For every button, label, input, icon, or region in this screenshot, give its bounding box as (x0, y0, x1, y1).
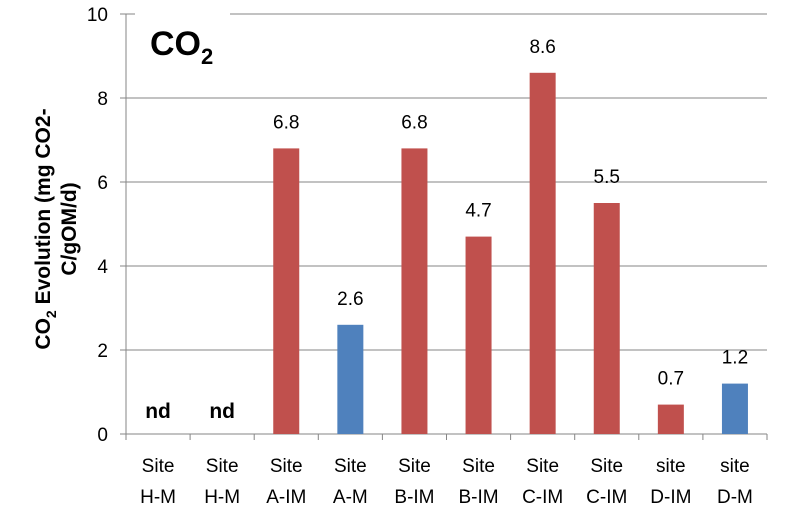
x-tick-label: Site (270, 456, 303, 477)
y-tick-labels: 0 2 4 6 8 10 (87, 5, 109, 446)
x-tick-label: Site (206, 456, 239, 477)
chart-title: CO2 (150, 25, 213, 69)
bar (529, 72, 556, 435)
x-tick-label: D-IM (650, 487, 691, 508)
data-labels: nd nd 6.8 2.6 6.8 4.7 8.6 5.5 0.7 1.2 (145, 37, 748, 423)
x-tick-label: Site (590, 456, 623, 477)
x-tick-label: B-IM (458, 487, 498, 508)
gridlines (126, 13, 767, 351)
x-tick-label: site (656, 456, 686, 477)
x-tick-label: C-IM (586, 487, 627, 508)
bar (401, 148, 428, 434)
nd-label: nd (209, 400, 235, 423)
bar (657, 404, 684, 434)
x-tick-label: B-IM (394, 487, 434, 508)
data-label: 2.6 (337, 289, 363, 310)
y-tick-label: 4 (97, 257, 108, 278)
y-tick-label: 8 (97, 89, 108, 110)
y-tick-label: 6 (97, 173, 108, 194)
x-tick-label: Site (142, 456, 175, 477)
bars (273, 72, 748, 435)
title-background (135, 5, 230, 68)
x-tick-label: A-IM (266, 487, 306, 508)
x-tick-label: C-IM (522, 487, 563, 508)
y-tick-label: 2 (97, 341, 108, 362)
x-tick-label: Site (334, 456, 367, 477)
x-tick-label: H-M (204, 487, 240, 508)
bar (593, 203, 620, 434)
y-tick-label: 0 (97, 425, 108, 446)
data-label: 0.7 (658, 369, 684, 390)
x-tick-label: site (720, 456, 750, 477)
x-tick-label: D-M (717, 487, 753, 508)
bar (465, 236, 492, 434)
x-tick-label: H-M (140, 487, 176, 508)
x-tick-label: Site (526, 456, 559, 477)
y-axis-label-line2: C/gOM/d) (58, 182, 81, 275)
data-label: 6.8 (401, 112, 427, 133)
x-tick-label: A-M (333, 487, 368, 508)
x-tick-label: Site (462, 456, 495, 477)
x-tick-labels: Site H-M Site H-M Site A-IM Site A-M Site B-IM Sit… (140, 456, 753, 508)
bar (337, 324, 364, 434)
x-tick-label: Site (398, 456, 431, 477)
y-axis-label-line1: CO2 Evolution (mg CO2- (32, 108, 59, 349)
data-label: 4.7 (465, 201, 491, 222)
bar (273, 148, 300, 434)
nd-label: nd (145, 400, 171, 423)
data-label: 6.8 (273, 112, 299, 133)
data-label: 5.5 (594, 167, 620, 188)
data-label: 1.2 (722, 348, 748, 369)
data-label: 8.6 (529, 37, 555, 58)
bar (721, 383, 748, 434)
y-tick-label: 10 (87, 5, 108, 26)
